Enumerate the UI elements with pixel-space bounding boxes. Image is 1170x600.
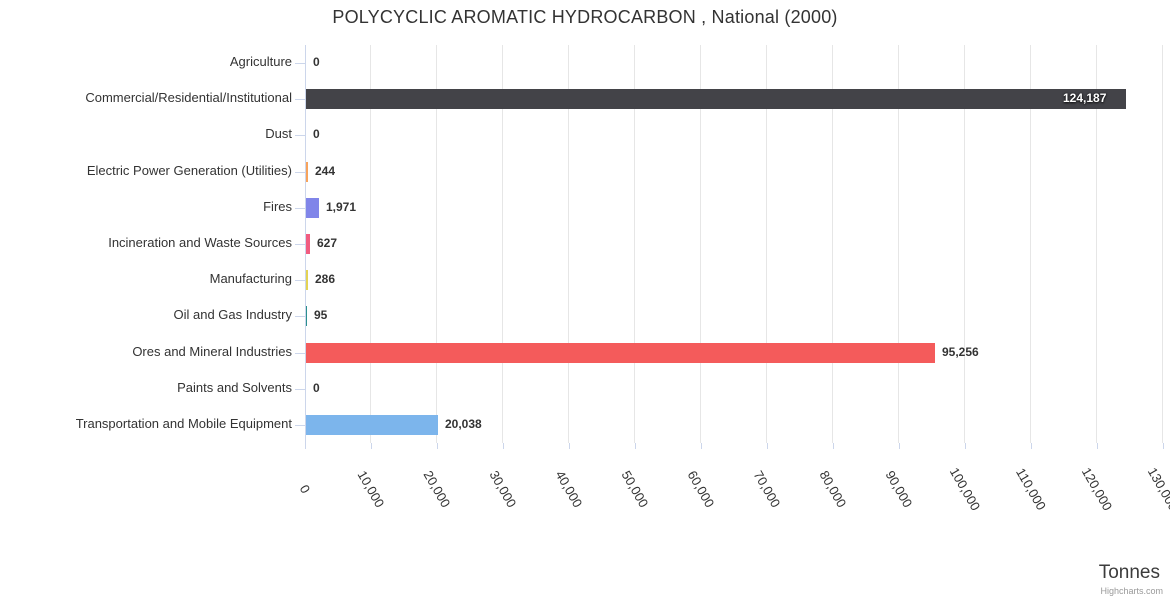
value-axis-label: 30,000 [486,468,520,510]
category-label: Fires [263,199,292,214]
value-label: 286 [315,272,336,286]
category-axis-tick [295,316,305,317]
value-axis-tick [1097,443,1098,449]
value-label: 627 [317,236,338,250]
value-axis-label: 20,000 [420,468,454,510]
category-axis-tick [295,172,305,173]
value-axis-tick [371,443,372,449]
gridline [370,45,371,443]
value-label: 124,187 [1063,91,1107,105]
value-axis-tick [437,443,438,449]
gridline [1030,45,1031,443]
gridline [568,45,569,443]
value-axis-tick [833,443,834,449]
category-label: Ores and Mineral Industries [132,344,292,359]
category-axis-tick [295,280,305,281]
value-axis-tick [701,443,702,449]
value-label: 95 [314,308,328,322]
category-axis-tick [295,353,305,354]
category-axis-tick [295,135,305,136]
value-label: 1,971 [326,200,357,214]
value-label: 0 [313,55,320,69]
value-axis-label: 60,000 [684,468,718,510]
bar-ores-and-mineral-industries[interactable] [306,343,935,363]
bar-transportation-and-mobile-equipment[interactable] [306,415,438,435]
gridline [1162,45,1163,443]
value-axis-tick [965,443,966,449]
category-label: Agriculture [229,54,292,69]
chart-title: POLYCYCLIC AROMATIC HYDROCARBON , Nation… [332,7,838,27]
category-axis-line [305,45,306,443]
value-axis-label: 100,000 [946,464,984,514]
value-axis-label: 130,000 [1144,464,1170,514]
value-axis-label: 90,000 [882,468,916,510]
value-axis-tick [305,443,306,449]
category-label: Transportation and Mobile Equipment [75,416,292,431]
category-axis-tick [295,99,305,100]
value-axis-tick [1163,443,1164,449]
value-label: 0 [313,381,320,395]
bar-fires[interactable] [306,198,319,218]
value-axis-tick [899,443,900,449]
category-label: Oil and Gas Industry [173,307,293,322]
value-label: 20,038 [445,417,482,431]
value-axis-label: 0 [296,482,314,496]
highcharts-credits-link[interactable]: Highcharts.com [1100,586,1163,596]
bar-electric-power-generation-utilities[interactable] [306,162,308,182]
value-axis-tick [1031,443,1032,449]
gridline [700,45,701,443]
gridline [766,45,767,443]
value-axis-label: 70,000 [750,468,784,510]
value-axis-title: Tonnes [1098,562,1160,583]
value-axis-label: 10,000 [354,468,388,510]
bar-commercial-residential-institutional[interactable] [306,89,1126,109]
category-axis-tick [295,389,305,390]
gridline [502,45,503,443]
value-label: 95,256 [942,345,979,359]
category-axis-tick [295,425,305,426]
category-label: Dust [265,126,292,141]
plot-area [305,45,1163,443]
value-axis-label: 120,000 [1078,464,1116,514]
value-axis-tick [635,443,636,449]
bar-manufacturing[interactable] [306,270,308,290]
value-axis-tick [569,443,570,449]
bar-incineration-and-waste-sources[interactable] [306,234,310,254]
category-axis-tick [295,244,305,245]
value-axis-label: 110,000 [1012,465,1050,513]
gridline [832,45,833,443]
category-label: Manufacturing [209,271,292,286]
value-axis-label: 40,000 [552,468,586,510]
category-label: Incineration and Waste Sources [108,235,292,250]
value-axis-tick [767,443,768,449]
value-axis-tick [503,443,504,449]
bar-oil-and-gas-industry[interactable] [306,306,307,326]
gridline [1096,45,1097,443]
gridline [898,45,899,443]
category-label: Paints and Solvents [177,380,292,395]
value-axis-label: 50,000 [618,468,652,510]
category-label: Electric Power Generation (Utilities) [86,163,292,178]
value-label: 0 [313,127,320,141]
value-axis-label: 80,000 [816,468,850,510]
category-axis-tick [295,63,305,64]
value-label: 244 [315,164,336,178]
gridline [964,45,965,443]
category-label: Commercial/Residential/Institutional [85,90,292,105]
gridline [436,45,437,443]
category-axis-tick [295,208,305,209]
gridline [634,45,635,443]
